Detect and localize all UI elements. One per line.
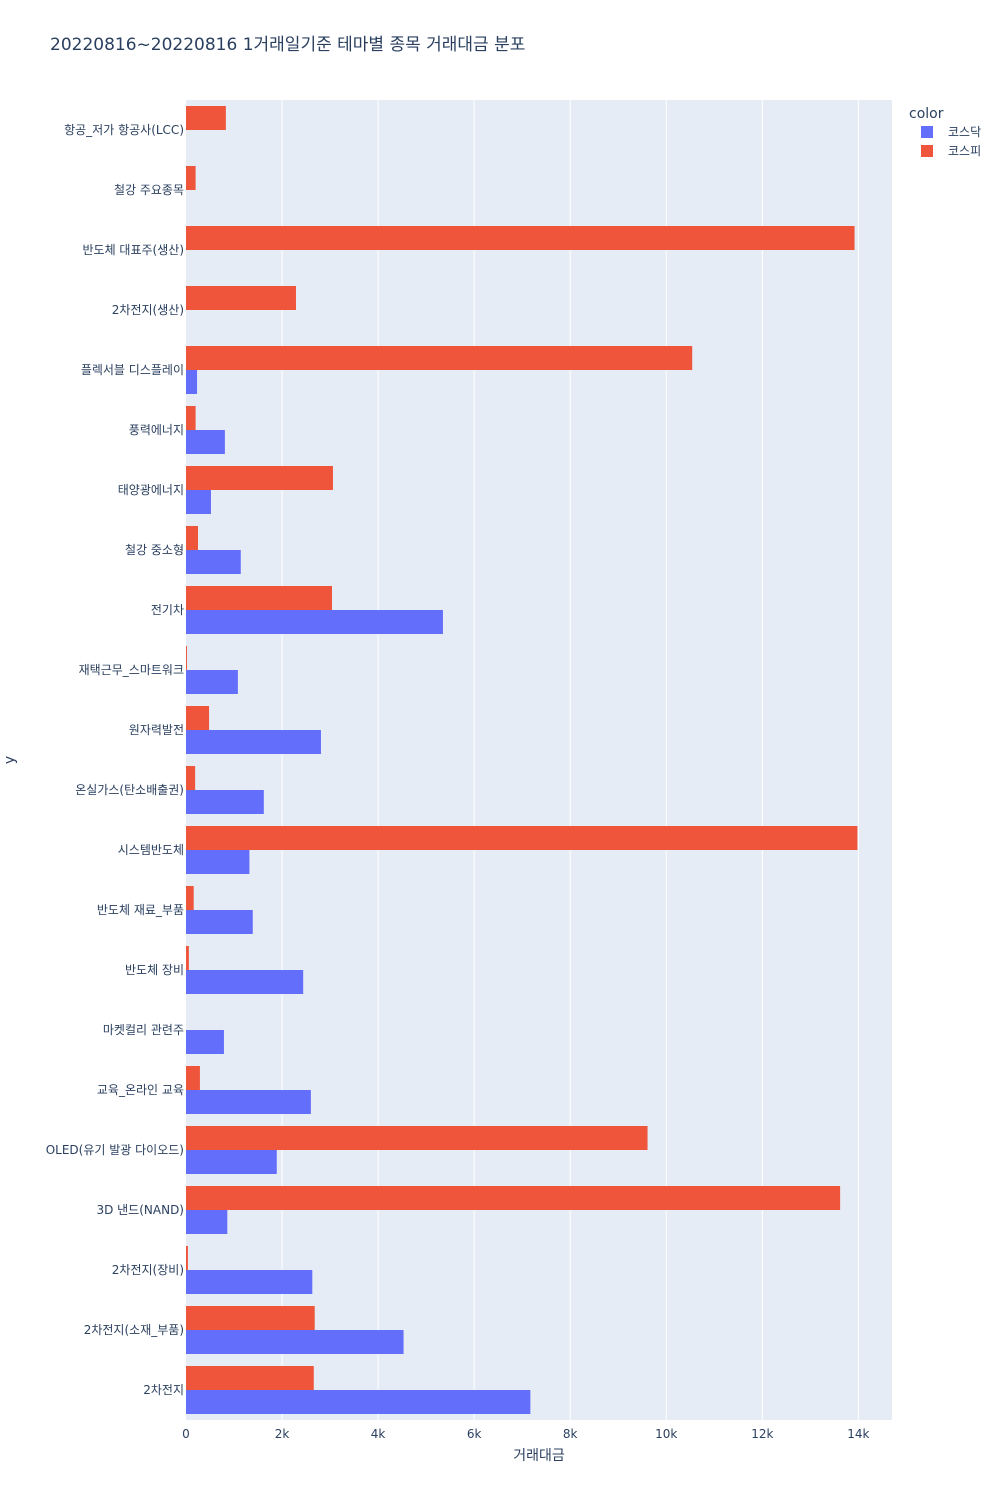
bar-kosdaq [186, 1210, 228, 1234]
bar-kospi [186, 706, 210, 730]
bar-kosdaq [186, 850, 250, 874]
bar-kospi [186, 766, 196, 790]
bar-kosdaq [186, 1330, 404, 1354]
x-tick-label: 10k [655, 1427, 677, 1441]
x-tick-label: 4k [371, 1427, 386, 1441]
bar-kospi [186, 886, 194, 910]
bar-kospi [186, 226, 855, 250]
y-tick-label: 2차전지 [143, 1383, 184, 1397]
bar-kospi [186, 826, 858, 850]
y-tick-label: 교육_온라인 교육 [97, 1083, 184, 1097]
x-tick-label: 0 [182, 1427, 190, 1441]
bar-kosdaq [186, 970, 304, 994]
bar-kosdaq [186, 1390, 531, 1414]
y-tick-label: 반도체 대표주(생산) [83, 243, 185, 257]
bar-kosdaq [186, 1270, 313, 1294]
legend-title: color [909, 106, 944, 122]
y-tick-label: 2차전지(생산) [112, 303, 184, 317]
bar-kospi [186, 286, 296, 310]
bar-kospi [186, 406, 196, 430]
y-tick-label: 재택근무_스마트워크 [79, 663, 184, 677]
y-axis-ticks: 2차전지 2차전지(소재_부품) 2차전지(장비) 3D 낸드(NAND) OLED(유… [46, 123, 184, 1397]
x-axis-ticks: 0 2k 4k 6k 8k 10k 12k 14k [182, 1427, 869, 1441]
bar-kosdaq [186, 610, 443, 634]
y-tick-label: 플렉서블 디스플레이 [81, 363, 184, 377]
bar-kospi [186, 586, 333, 610]
bar-kospi [186, 1366, 314, 1390]
y-tick-label: 마켓컬리 관련주 [103, 1023, 184, 1037]
x-tick-label: 8k [563, 1427, 578, 1441]
legend-swatch [921, 126, 933, 138]
bar-kospi [186, 166, 196, 190]
bar-kospi [186, 106, 226, 130]
legend-swatch [921, 145, 933, 157]
legend-label: 코스피 [948, 144, 981, 158]
x-tick-label: 12k [751, 1427, 773, 1441]
bar-kospi [186, 1126, 648, 1150]
bar-kospi [186, 1306, 315, 1330]
y-tick-label: 전기차 [151, 603, 184, 617]
x-tick-label: 2k [275, 1427, 290, 1441]
y-tick-label: 3D 낸드(NAND) [96, 1203, 184, 1217]
bar-kospi [186, 1246, 188, 1270]
y-tick-label: 항공_저가 항공사(LCC) [64, 123, 184, 137]
y-tick-label: 철강 중소형 [125, 543, 184, 557]
bar-kosdaq [186, 790, 264, 814]
y-tick-label: 풍력에너지 [129, 423, 184, 437]
y-tick-label: 시스템반도체 [118, 843, 184, 857]
bar-kosdaq [186, 730, 321, 754]
bar-kosdaq [186, 550, 241, 574]
y-tick-label: 반도체 장비 [125, 963, 184, 977]
y-tick-label: 철강 주요종목 [114, 183, 184, 197]
bar-kospi [186, 646, 187, 670]
x-axis-title: 거래대금 [513, 1448, 565, 1464]
bar-kosdaq [186, 370, 198, 394]
bar-kosdaq [186, 1030, 224, 1054]
bar-kosdaq [186, 670, 238, 694]
bar-kosdaq [186, 1090, 311, 1114]
y-tick-label: OLED(유기 발광 다이오드) [46, 1143, 184, 1157]
y-tick-label: 온실가스(탄소배출권) [75, 783, 184, 797]
y-tick-label: 2차전지(소재_부품) [84, 1323, 184, 1337]
bar-kosdaq [186, 430, 225, 454]
bars [186, 106, 858, 1414]
y-tick-label: 반도체 재료_부품 [97, 903, 184, 917]
y-axis-title: y [2, 756, 18, 764]
legend-label: 코스닥 [948, 125, 981, 139]
bar-kospi [186, 1066, 200, 1090]
y-tick-label: 태양광에너지 [118, 483, 184, 497]
bar-kosdaq [186, 490, 211, 514]
bar-kosdaq [186, 1150, 277, 1174]
bar-kospi [186, 466, 333, 490]
bar-kospi [186, 1186, 841, 1210]
x-tick-label: 14k [847, 1427, 869, 1441]
chart-title: 20220816~20220816 1거래일기준 테마별 종목 거래대금 분포 [50, 35, 525, 55]
bar-kosdaq [186, 910, 253, 934]
y-tick-label: 원자력발전 [129, 723, 184, 737]
bar-kospi [186, 526, 199, 550]
x-tick-label: 6k [467, 1427, 482, 1441]
bar-kospi [186, 946, 189, 970]
bar-kospi [186, 346, 693, 370]
y-tick-label: 2차전지(장비) [112, 1263, 184, 1277]
